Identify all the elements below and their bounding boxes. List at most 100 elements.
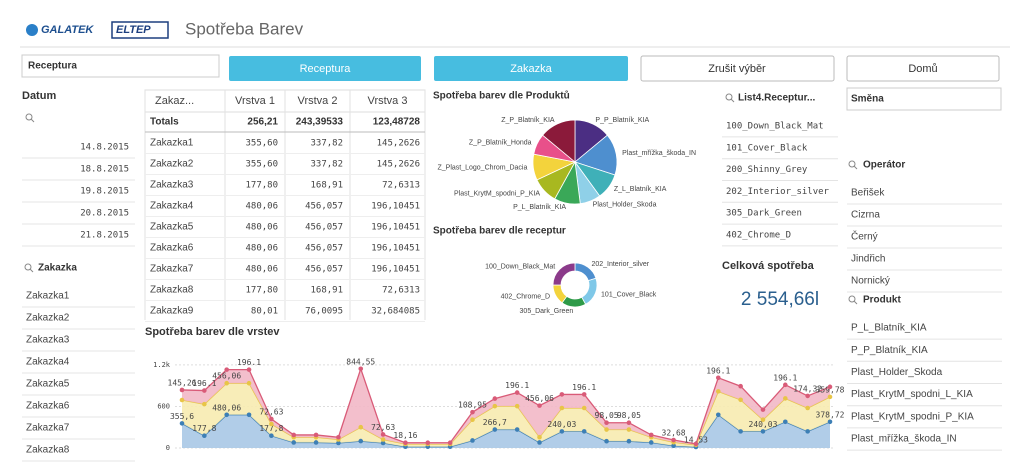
- button[interactable]: [846, 55, 1000, 82]
- search-icon: [29, 268, 34, 273]
- data-label: 177,8: [192, 424, 216, 433]
- list-item: 19.8.2015: [80, 187, 129, 197]
- search-icon: [853, 300, 858, 305]
- data-label: 456,06: [525, 394, 554, 403]
- point: [224, 367, 229, 372]
- table-cell: 177,80: [245, 181, 278, 191]
- page-title: Spotřeba Barev: [185, 19, 304, 38]
- field-label: Směna: [851, 94, 884, 105]
- point: [581, 429, 587, 434]
- list-item: P_P_Blatník_KIA: [851, 345, 928, 356]
- table-cell: 196,10451: [371, 223, 420, 233]
- area: [182, 368, 830, 445]
- list-item: Zakazka8: [26, 445, 70, 456]
- point: [760, 429, 766, 434]
- point: [559, 405, 565, 411]
- list-item: Černý: [851, 230, 878, 243]
- table-cell: Zakazka8: [150, 285, 194, 296]
- point: [537, 403, 542, 408]
- list-item: Zakazka1: [26, 291, 70, 302]
- point: [537, 434, 542, 440]
- data-label: 240,03: [547, 420, 576, 429]
- list-item: 402_Chrome_D: [726, 231, 791, 241]
- point: [470, 417, 475, 422]
- list-item: Zakazka4: [26, 357, 70, 368]
- search-icon: [725, 93, 733, 101]
- point: [380, 437, 386, 442]
- point: [380, 440, 386, 446]
- line: [181, 366, 831, 445]
- button[interactable]: [229, 56, 421, 81]
- point: [760, 417, 766, 422]
- point: [269, 421, 274, 427]
- search-icon: [853, 165, 858, 170]
- logo-mark: [26, 24, 38, 36]
- point: [715, 375, 721, 381]
- table-total-cell: 123,48728: [373, 117, 421, 128]
- table-header-cell: Vrstva 3: [368, 95, 408, 107]
- point: [626, 420, 632, 426]
- point: [715, 412, 721, 418]
- field[interactable]: [21, 54, 220, 78]
- table-cell: 72,6313: [382, 286, 420, 296]
- point: [715, 389, 721, 394]
- point: [269, 433, 274, 438]
- data-label: 72,63: [371, 423, 395, 432]
- list-item: P_L_Blatník_KIA: [851, 323, 927, 334]
- point: [291, 432, 297, 438]
- table-cell: 76,0095: [305, 307, 343, 317]
- point: [581, 392, 587, 397]
- area: [182, 383, 830, 447]
- list-item: Zakazka6: [26, 401, 70, 412]
- point: [648, 432, 654, 438]
- list-item: 200_Shinny_Grey: [726, 165, 808, 175]
- data-label: 266,7: [483, 418, 507, 427]
- data-label: 196.1: [773, 373, 797, 382]
- button[interactable]: [640, 55, 835, 82]
- y-tick-label: 600: [157, 402, 170, 410]
- point: [291, 440, 297, 445]
- kpi-title: Celková spotřeba: [722, 260, 815, 272]
- slice-label: Z_L_Blatník_KIA: [614, 186, 667, 193]
- table-cell: 80,01: [251, 307, 278, 317]
- list-title: Zakazka: [38, 263, 77, 274]
- table-cell: 145,2626: [377, 160, 420, 170]
- data-label: 14,53: [684, 435, 708, 444]
- point: [514, 403, 520, 409]
- data-label: 844,55: [346, 357, 375, 366]
- list-title: Operátor: [863, 160, 905, 171]
- y-tick-label: 1.2k: [153, 361, 171, 369]
- slice-label: 100_Down_Black_Mat: [485, 263, 555, 270]
- table-cell: 196,10451: [371, 202, 420, 212]
- logo: GALATEK: [41, 24, 94, 36]
- point: [827, 384, 833, 390]
- button-label: Receptura: [300, 63, 352, 75]
- list-item: 202_Interior_silver: [726, 187, 830, 197]
- list-item: Plast_KrytM_spodni_L_KIA: [851, 389, 973, 400]
- point: [783, 396, 788, 401]
- field[interactable]: [846, 87, 1002, 111]
- slice-label: 402_Chrome_D: [501, 294, 550, 301]
- slice-label: 101_Cover_Black: [601, 291, 657, 298]
- slice: [581, 277, 598, 305]
- table-total-cell: 256,21: [247, 117, 278, 128]
- table-cell: 456,057: [305, 244, 343, 254]
- table-cell: Zakazka5: [150, 222, 194, 233]
- slice-label: Z_P_Blatník_KIA: [501, 117, 555, 124]
- data-label: 98,05: [617, 411, 641, 420]
- point: [671, 443, 676, 449]
- list-item: 20.8.2015: [80, 209, 129, 219]
- list-item: Nornický: [851, 276, 890, 287]
- table-cell: 456,057: [305, 202, 343, 212]
- data-label: 177,8: [259, 424, 283, 433]
- list-item: Zakazka3: [26, 335, 70, 346]
- point: [313, 440, 319, 445]
- point: [202, 433, 207, 438]
- point: [313, 432, 319, 438]
- list-item: Beřišek: [851, 188, 885, 199]
- table-cell: 177,80: [245, 286, 278, 296]
- button[interactable]: [434, 56, 628, 81]
- table-cell: 168,91: [310, 286, 343, 296]
- data-label: 108,95: [458, 401, 487, 410]
- point: [447, 440, 453, 446]
